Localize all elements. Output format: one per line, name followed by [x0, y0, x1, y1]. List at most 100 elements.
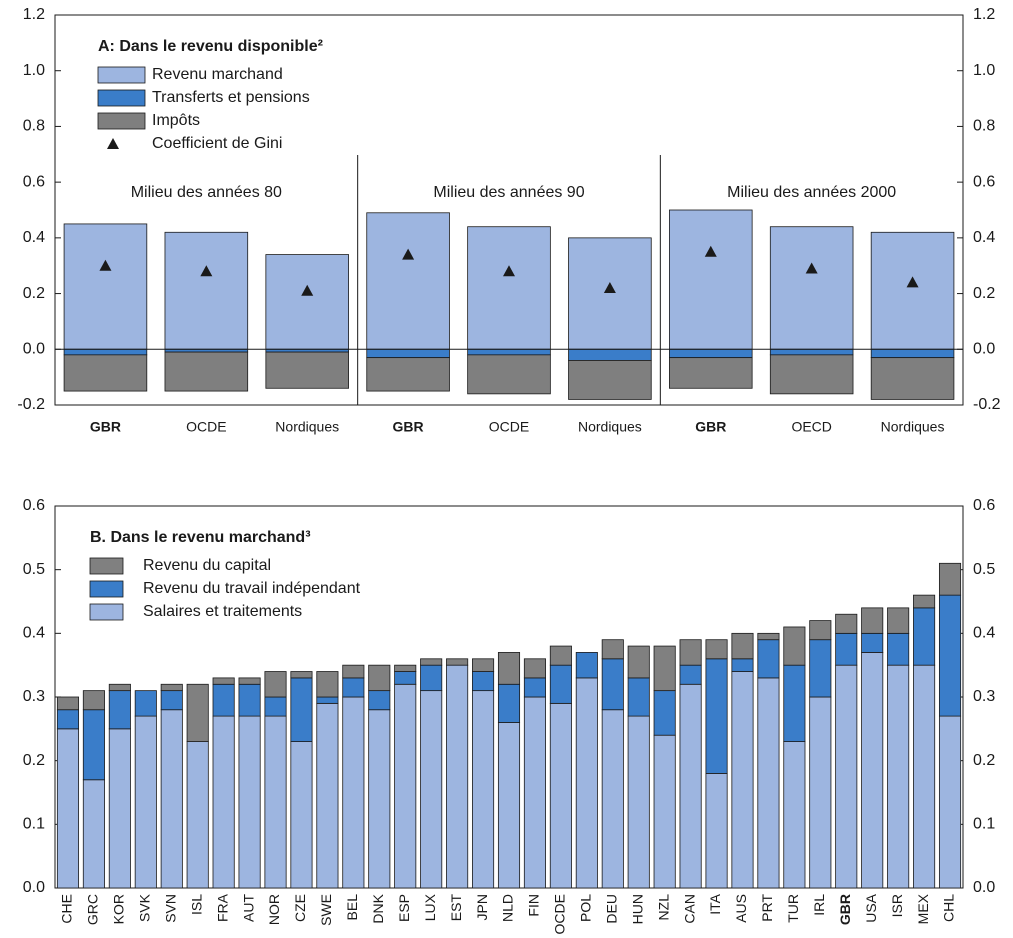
bar-segment [809, 639, 832, 698]
y-tick-label: 0.4 [23, 625, 45, 642]
x-tick-label: ISL [188, 894, 204, 915]
bar-segment [186, 741, 209, 889]
legend-swatch [89, 557, 124, 575]
bar-segment [316, 671, 339, 698]
bar-segment [63, 354, 148, 392]
bar-segment [783, 626, 806, 666]
x-tick-label: FIN [526, 894, 542, 917]
x-tick-label: FRA [214, 893, 230, 922]
x-tick-label: PRT [759, 894, 775, 922]
y-tick-label: 0.0 [23, 341, 45, 358]
legend-marker [107, 138, 119, 149]
bar-segment [160, 709, 183, 889]
bar-segment [368, 709, 391, 889]
bar-segment [549, 664, 572, 704]
bar-segment [653, 645, 676, 692]
x-tick-label: JPN [474, 894, 490, 920]
bar-segment [870, 357, 955, 400]
bar-segment [757, 677, 780, 889]
bar-segment [913, 664, 936, 889]
bar-segment [108, 683, 131, 692]
bar-segment [160, 690, 183, 711]
bar-segment [835, 664, 858, 889]
x-tick-label: POL [578, 894, 594, 922]
bar-segment [164, 231, 249, 350]
y2-tick-label: -0.2 [973, 396, 1001, 413]
legend-title: A: Dans le revenu disponible² [98, 38, 323, 55]
x-tick-label: AUT [240, 894, 256, 922]
bar-segment [575, 677, 598, 889]
y2-tick-label: 1.2 [973, 6, 995, 23]
bar-segment [497, 652, 521, 685]
bar-segment [238, 677, 261, 685]
bar-segment [887, 607, 910, 634]
x-tick-label: GBR [393, 419, 424, 435]
bar-segment [394, 664, 417, 672]
y2-tick-label: 0.4 [973, 229, 995, 246]
bar-segment [679, 639, 702, 666]
y2-tick-label: 0.2 [973, 285, 995, 302]
bar-segment [835, 613, 858, 634]
bar-segment [497, 683, 521, 723]
bar-segment [290, 671, 313, 679]
bar-segment [705, 773, 728, 889]
x-tick-label: TUR [785, 894, 801, 923]
bar-segment [549, 702, 572, 889]
bar-segment [627, 645, 650, 679]
x-tick-label: GBR [695, 419, 726, 435]
legend-label: Salaires et traitements [143, 603, 302, 620]
bar-segment [913, 594, 936, 609]
bar-segment [870, 348, 955, 359]
y2-tick-label: 0.6 [973, 497, 995, 514]
x-tick-label: NLD [500, 894, 516, 922]
bar-segment [368, 690, 391, 711]
bar-segment [731, 658, 754, 672]
y-tick-label: 0.2 [23, 285, 45, 302]
x-tick-label: OCDE [552, 894, 568, 934]
bar-segment [861, 632, 884, 653]
bar-segment [238, 683, 261, 717]
y-tick-label: 0.1 [23, 816, 45, 833]
bar-segment [108, 728, 131, 889]
x-tick-label: KOR [111, 894, 127, 924]
bar-segment [446, 664, 469, 889]
bar-segment [264, 696, 287, 717]
x-tick-label: ESP [396, 894, 412, 922]
x-tick-label: CZE [292, 894, 308, 922]
y-tick-label: 0.6 [23, 173, 45, 190]
bar-segment [265, 351, 349, 389]
gini-marker [402, 248, 415, 260]
x-tick-label: EST [448, 894, 464, 922]
x-tick-label: Nordiques [275, 419, 339, 435]
x-tick-label: SVK [137, 893, 153, 922]
bar-segment [523, 658, 546, 679]
x-tick-label: USA [863, 893, 879, 922]
bar-segment [342, 677, 365, 698]
legend-label: Impôts [152, 112, 200, 129]
bar-segment [56, 709, 80, 730]
bar-segment [82, 690, 105, 711]
group-label: Milieu des années 90 [433, 184, 584, 201]
bar-segment [887, 632, 910, 666]
legend-label: Coefficient de Gini [152, 135, 282, 152]
bar-segment [56, 696, 80, 711]
bar-segment [472, 658, 495, 672]
x-tick-label: LUX [422, 893, 438, 921]
y-tick-label: 0.3 [23, 688, 45, 705]
bar-segment [63, 223, 148, 350]
bar-segment [472, 671, 495, 692]
bar-segment [887, 664, 910, 889]
x-tick-label: CHE [59, 894, 75, 924]
bar-segment [783, 741, 806, 889]
bar-segment [757, 639, 780, 679]
y-tick-label: 1.0 [23, 62, 45, 79]
bar-segment [316, 702, 339, 889]
y2-tick-label: 0.2 [973, 752, 995, 769]
bar-segment [705, 658, 728, 774]
bar-segment [653, 690, 676, 736]
bar-segment [523, 677, 546, 698]
bar-segment [63, 348, 148, 356]
group-label: Milieu des années 80 [131, 184, 282, 201]
bar-segment [835, 632, 858, 666]
bar-segment [731, 632, 754, 660]
